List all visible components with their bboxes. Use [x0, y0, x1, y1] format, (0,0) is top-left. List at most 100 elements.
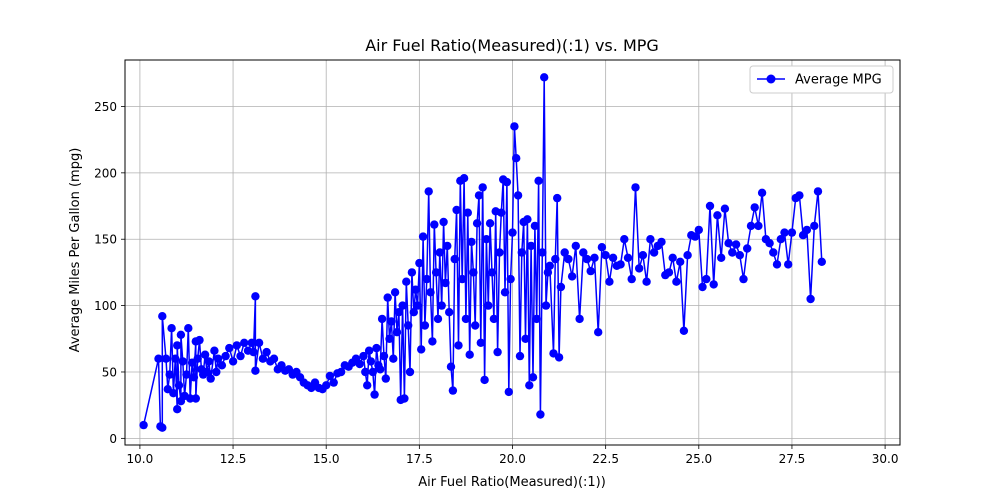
- data-point: [627, 274, 636, 284]
- data-point: [642, 277, 651, 286]
- data-point: [694, 225, 703, 235]
- data-point: [400, 394, 409, 403]
- data-point: [676, 257, 685, 266]
- data-point: [709, 280, 718, 289]
- grid-lines: [125, 60, 900, 445]
- data-point: [623, 253, 633, 262]
- data-point: [247, 338, 256, 347]
- data-point: [441, 278, 450, 288]
- data-point: [478, 183, 487, 192]
- data-point: [387, 317, 396, 326]
- data-point: [476, 338, 485, 347]
- data-point: [575, 314, 584, 324]
- data-point: [616, 260, 625, 269]
- plot-frame: [124, 59, 901, 446]
- data-point: [465, 350, 474, 359]
- data-point: [165, 370, 174, 379]
- data-point: [251, 292, 260, 301]
- data-point: [254, 338, 264, 347]
- data-point: [780, 228, 789, 237]
- data-point: [439, 217, 448, 227]
- data-point: [493, 347, 502, 357]
- data-point: [426, 288, 435, 297]
- data-point: [212, 367, 221, 377]
- data-point: [452, 205, 461, 215]
- data-point: [817, 257, 826, 266]
- data-point: [757, 188, 767, 197]
- data-point: [560, 248, 569, 257]
- data-point: [262, 347, 271, 357]
- data-point: [204, 357, 213, 366]
- x-axis-label: Air Fuel Ratio(Measured)(:1)): [418, 475, 606, 490]
- data-point: [679, 326, 689, 335]
- data-point: [597, 243, 607, 252]
- data-point: [739, 274, 748, 284]
- data-point: [424, 187, 433, 196]
- data-point: [517, 248, 526, 257]
- y-tick-label: 50: [102, 365, 117, 379]
- data-point: [195, 335, 204, 345]
- data-point: [806, 294, 815, 304]
- data-point: [405, 367, 415, 377]
- data-point: [620, 235, 629, 244]
- data-point: [635, 264, 644, 273]
- x-tick-label: 10.0: [127, 452, 154, 466]
- y-axis-ticks: 0 50 100 150 200 250: [94, 100, 125, 446]
- data-point: [206, 374, 215, 383]
- data-point: [754, 221, 763, 231]
- data-point: [471, 321, 480, 330]
- data-point: [664, 268, 674, 277]
- data-point: [202, 367, 212, 377]
- data-point: [167, 324, 176, 333]
- data-point: [582, 254, 592, 264]
- data-point: [236, 351, 245, 361]
- data-point: [668, 253, 677, 262]
- data-point: [594, 328, 603, 337]
- chart-title: Air Fuel Ratio(Measured)(:1) vs. MPG: [365, 36, 659, 55]
- data-point: [554, 353, 564, 362]
- data-point: [713, 211, 722, 220]
- x-tick-label: 15.0: [313, 452, 340, 466]
- x-tick-label: 30.0: [872, 452, 899, 466]
- y-tick-label: 150: [94, 233, 117, 247]
- data-point: [690, 232, 700, 241]
- data-point: [158, 423, 167, 432]
- data-point: [484, 301, 493, 310]
- data-point: [528, 373, 538, 382]
- data-point: [502, 177, 512, 187]
- data-point: [731, 240, 741, 249]
- data-point: [448, 386, 458, 395]
- data-point: [543, 268, 553, 277]
- data-point: [556, 282, 566, 292]
- data-point: [217, 361, 227, 370]
- data-point: [428, 337, 437, 346]
- data-point: [743, 244, 752, 253]
- x-tick-label: 12.5: [220, 452, 247, 466]
- data-point: [193, 354, 202, 363]
- data-point: [173, 405, 182, 414]
- data-point: [420, 321, 430, 330]
- data-point: [813, 187, 823, 196]
- data-point: [379, 351, 389, 361]
- data-point: [480, 375, 489, 385]
- data-point: [169, 389, 178, 398]
- data-point: [445, 308, 454, 317]
- data-point: [385, 334, 394, 343]
- data-point: [567, 272, 577, 281]
- data-point: [450, 254, 459, 264]
- data-point: [402, 277, 411, 286]
- data-point: [433, 314, 443, 324]
- data-point: [521, 334, 530, 343]
- data-point: [154, 354, 163, 363]
- data-point: [534, 176, 543, 185]
- data-point: [228, 357, 238, 366]
- data-point: [221, 351, 230, 361]
- y-tick-label: 100: [94, 299, 117, 313]
- data-point: [463, 208, 472, 217]
- data-point: [240, 338, 249, 347]
- data-point: [184, 324, 193, 333]
- data-point: [717, 253, 726, 262]
- data-point: [435, 248, 444, 257]
- data-point: [461, 314, 471, 324]
